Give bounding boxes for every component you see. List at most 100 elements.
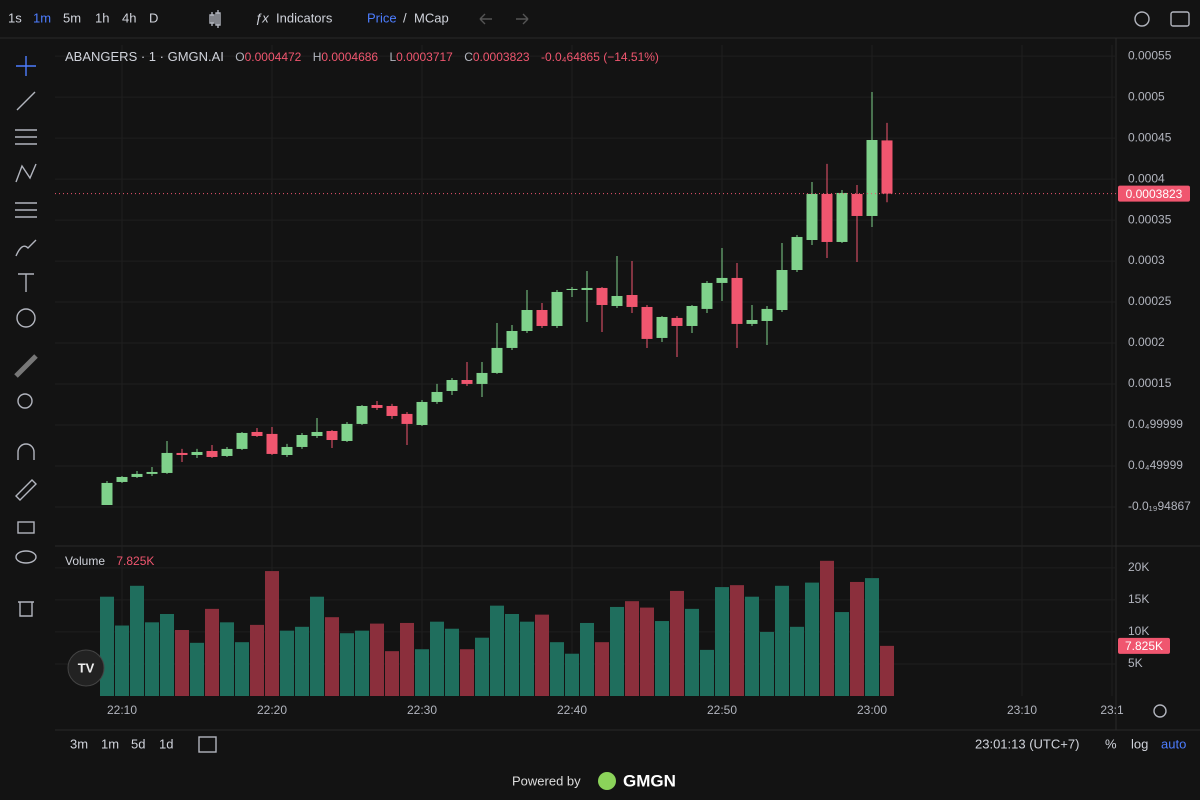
candle-body [266, 433, 278, 454]
volume-bar [400, 622, 414, 696]
candle-body [446, 380, 458, 391]
candle-body [146, 471, 158, 474]
volume-bar [715, 587, 729, 696]
volume-bar [625, 601, 639, 696]
candle-body [761, 308, 773, 321]
low-value: 0.0003717 [396, 50, 453, 64]
scale-option[interactable]: auto [1161, 736, 1186, 751]
range-button[interactable]: 5d [131, 736, 145, 751]
fx-icon[interactable]: ƒx [255, 10, 269, 25]
volume-bar [355, 630, 369, 696]
y-tick-label: 0.0005 [1128, 89, 1165, 103]
crosshair-tool[interactable] [16, 56, 36, 76]
ruler-tool[interactable] [14, 354, 38, 378]
indicators-button[interactable]: Indicators [276, 10, 333, 25]
settings-button[interactable] [1134, 11, 1150, 27]
price-toggle[interactable]: Price [367, 10, 397, 25]
brush-tool[interactable] [15, 239, 37, 257]
candle-body [536, 310, 548, 326]
scale-option[interactable]: % [1105, 736, 1117, 751]
range-button[interactable]: 1d [159, 736, 173, 751]
volume-bar [220, 622, 234, 696]
mcap-toggle[interactable]: MCap [414, 10, 449, 25]
legend: ABANGERS · 1 · GMGN.AI O0.0004472 H0.000… [65, 49, 659, 64]
volume-bar [505, 613, 519, 696]
volume-bar [595, 642, 609, 696]
interval-button[interactable]: 4h [122, 10, 136, 25]
fib-tool[interactable] [15, 202, 37, 218]
y-tick-label: 0.00035 [1128, 212, 1172, 226]
volume-bar [205, 608, 219, 696]
axis-settings[interactable] [1153, 704, 1167, 718]
volume-bar [865, 578, 879, 696]
candle-body [656, 316, 668, 338]
volume-bar [370, 623, 384, 696]
volume-bar [565, 653, 579, 696]
x-tick-label: 22:50 [707, 703, 737, 717]
candle-body [221, 448, 233, 456]
candle-body [716, 277, 728, 283]
delete-tool[interactable] [18, 601, 34, 617]
volume-title: Volume [65, 554, 105, 568]
volume-bar [415, 649, 429, 696]
volume-bar [745, 596, 759, 696]
pattern-tool[interactable] [15, 163, 37, 183]
range-button[interactable]: 3m [70, 736, 88, 751]
redo-button[interactable] [516, 13, 529, 25]
range-button[interactable]: 1m [101, 736, 119, 751]
magnet-tool[interactable] [17, 443, 35, 460]
candle-body [161, 452, 173, 473]
open-value: 0.0004472 [245, 50, 302, 64]
y-tick-label: 0.0₄99999 [1128, 417, 1183, 431]
volume-bar [280, 630, 294, 696]
lock-draw-tool[interactable] [15, 479, 37, 501]
low-label: L [389, 50, 396, 64]
interval-button[interactable]: 1s [8, 10, 22, 25]
text-tool[interactable] [18, 273, 34, 292]
volume-bar [250, 624, 264, 696]
volume-bar [475, 637, 489, 696]
trend-line-tool[interactable] [16, 91, 36, 111]
last-price-badge [1118, 185, 1190, 202]
zoom-tool[interactable] [17, 393, 33, 409]
y2-tick-label: 10K [1128, 624, 1149, 638]
x-tick-label: 22:20 [257, 703, 287, 717]
lines-tool[interactable] [15, 129, 37, 145]
interval-button[interactable]: D [149, 10, 158, 25]
emoji-tool[interactable] [16, 308, 36, 328]
volume-bar [835, 612, 849, 696]
powered-by: Powered by [512, 773, 581, 788]
candle-body [431, 391, 443, 402]
interval-button[interactable]: 1m [33, 10, 51, 25]
candle-body [326, 430, 338, 440]
volume-bar [550, 642, 564, 696]
lock-tool[interactable] [17, 521, 35, 534]
candle-body [131, 473, 143, 477]
y-tick-label: 0.0₄49999 [1128, 458, 1183, 472]
volume-bar [655, 621, 669, 696]
candle-type-button[interactable] [209, 10, 221, 28]
volume-value: 7.825K [116, 554, 154, 568]
candle-body [851, 193, 863, 216]
volume-bar [445, 628, 459, 696]
volume-bar [265, 571, 279, 696]
interval-button[interactable]: 5m [63, 10, 81, 25]
date-range-button[interactable] [198, 736, 217, 753]
candle-body [251, 431, 263, 436]
volume-bar [190, 642, 204, 696]
close-label: C [464, 50, 473, 64]
x-tick-label: 22:30 [407, 703, 437, 717]
screenshot-button[interactable] [1170, 11, 1190, 27]
x-tick-label: 23:1 [1100, 703, 1124, 717]
y-tick-label: 0.00045 [1128, 130, 1172, 144]
visibility-tool[interactable] [15, 550, 37, 564]
interval-button[interactable]: 1h [95, 10, 109, 25]
undo-button[interactable] [479, 13, 492, 25]
volume-bar [385, 651, 399, 696]
scale-option[interactable]: log [1131, 736, 1148, 751]
candle-body [341, 423, 353, 441]
volume-bar [880, 645, 894, 696]
candle-body [506, 330, 518, 348]
